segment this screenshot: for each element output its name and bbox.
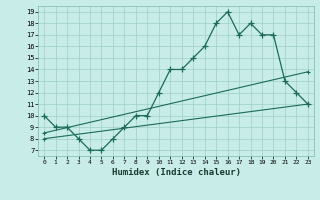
X-axis label: Humidex (Indice chaleur): Humidex (Indice chaleur) (111, 168, 241, 177)
